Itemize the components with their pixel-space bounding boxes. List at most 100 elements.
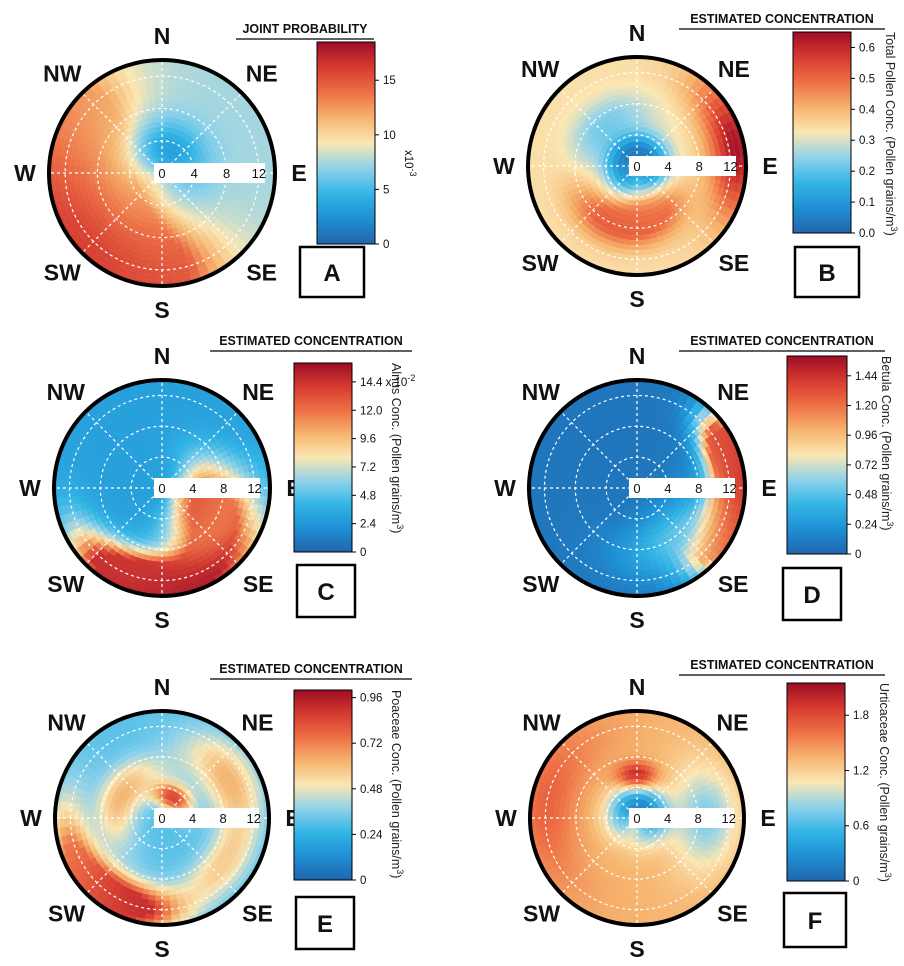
heatmap-cell bbox=[189, 247, 200, 256]
heatmap-cell bbox=[144, 456, 150, 463]
heatmap-cell bbox=[673, 188, 681, 195]
heatmap-cell bbox=[592, 255, 604, 265]
heatmap-cell bbox=[190, 199, 198, 206]
heatmap-cell bbox=[735, 156, 742, 167]
heatmap-cell bbox=[90, 172, 96, 180]
heatmap-cell bbox=[161, 249, 170, 256]
heatmap-cell bbox=[166, 424, 174, 431]
heatmap-cell bbox=[110, 168, 116, 174]
heatmap-cell bbox=[616, 195, 623, 203]
heatmap-cell bbox=[628, 121, 634, 128]
heatmap-cell bbox=[649, 212, 656, 219]
radial-tick-label: 8 bbox=[223, 166, 230, 181]
heatmap-cell bbox=[73, 546, 84, 558]
heatmap-cell bbox=[88, 474, 95, 483]
heatmap-cell bbox=[643, 147, 648, 154]
heatmap-cell bbox=[715, 187, 724, 198]
heatmap-cell bbox=[59, 180, 67, 192]
heatmap-cell bbox=[69, 471, 76, 481]
heatmap-cell bbox=[204, 74, 217, 85]
heatmap-cell bbox=[165, 526, 170, 533]
heatmap-cell bbox=[577, 165, 583, 172]
heatmap-cell bbox=[241, 517, 250, 529]
heatmap-cell bbox=[139, 459, 146, 466]
heatmap-cell bbox=[150, 470, 155, 476]
heatmap-cell bbox=[200, 568, 212, 578]
heatmap-cell bbox=[231, 184, 238, 194]
radial-tick-label: 4 bbox=[191, 166, 198, 181]
heatmap-cell bbox=[257, 180, 265, 192]
heatmap-cell bbox=[131, 250, 142, 258]
heatmap-cell bbox=[662, 125, 670, 133]
heatmap-cell bbox=[103, 492, 109, 499]
heatmap-cell bbox=[154, 90, 163, 97]
heatmap-cell bbox=[622, 86, 632, 93]
heatmap-cell bbox=[172, 497, 178, 502]
heatmap-cell bbox=[157, 219, 163, 225]
grid-spoke bbox=[161, 411, 239, 489]
heatmap-cell bbox=[176, 452, 182, 459]
heatmap-cell bbox=[60, 189, 68, 201]
heatmap-cell bbox=[163, 512, 168, 518]
heatmap-cell bbox=[84, 198, 93, 209]
heatmap-cell bbox=[615, 87, 625, 95]
heatmap-cell bbox=[117, 576, 130, 586]
heatmap-cell bbox=[184, 141, 192, 148]
heatmap-cell bbox=[557, 192, 566, 203]
heatmap-cell bbox=[167, 238, 175, 245]
heatmap-cell bbox=[179, 143, 186, 150]
heatmap-cell bbox=[85, 159, 92, 168]
heatmap-cell bbox=[708, 144, 716, 154]
heatmap-cell bbox=[148, 439, 155, 446]
heatmap-cell bbox=[63, 215, 74, 228]
heatmap-cell bbox=[186, 264, 198, 273]
heatmap-cell bbox=[649, 179, 655, 186]
heatmap-cell bbox=[226, 139, 235, 149]
heatmap-cell bbox=[665, 143, 672, 149]
compass-w: W bbox=[19, 475, 41, 501]
heatmap-cell bbox=[573, 148, 580, 157]
heatmap-cell bbox=[108, 491, 114, 498]
heatmap-cell bbox=[171, 425, 179, 432]
heatmap-cell bbox=[164, 198, 168, 204]
heatmap-cell bbox=[167, 521, 173, 527]
heatmap-cell bbox=[694, 148, 701, 157]
heatmap-cell bbox=[618, 155, 625, 160]
heatmap-cell bbox=[187, 195, 194, 203]
heatmap-cell bbox=[148, 414, 157, 421]
heatmap-cell bbox=[621, 175, 627, 181]
grid-spoke bbox=[81, 92, 163, 174]
heatmap-cell bbox=[231, 152, 238, 162]
heatmap-cell bbox=[168, 85, 178, 93]
heatmap-cell bbox=[190, 465, 197, 472]
heatmap-cell bbox=[146, 565, 156, 572]
heatmap-cell bbox=[228, 499, 235, 508]
heatmap-cell bbox=[177, 577, 189, 585]
grid-spoke bbox=[559, 165, 638, 244]
heatmap-cell bbox=[612, 159, 618, 163]
heatmap-cell bbox=[180, 411, 190, 419]
heatmap-cell bbox=[606, 180, 613, 187]
heatmap-cell bbox=[732, 138, 740, 150]
heatmap-cell bbox=[660, 70, 672, 78]
heatmap-cell bbox=[547, 157, 554, 167]
heatmap-cell bbox=[597, 171, 604, 177]
heatmap-cell bbox=[148, 555, 157, 562]
heatmap-cell bbox=[166, 545, 174, 552]
heatmap-cell bbox=[655, 146, 662, 152]
polar-outline bbox=[52, 378, 272, 598]
heatmap-cell bbox=[617, 167, 623, 170]
heatmap-cell bbox=[601, 127, 609, 135]
heatmap-cell bbox=[649, 237, 659, 245]
heatmap-cell bbox=[235, 507, 243, 518]
heatmap-cell bbox=[89, 468, 96, 477]
heatmap-cell bbox=[130, 500, 137, 506]
heatmap-cell bbox=[181, 93, 191, 101]
heatmap-cell bbox=[250, 443, 260, 456]
heatmap-cell bbox=[636, 121, 642, 127]
heatmap-cell bbox=[95, 504, 103, 512]
heatmap-cell bbox=[170, 196, 176, 203]
heatmap-cell bbox=[243, 195, 252, 206]
heatmap-cell bbox=[147, 466, 153, 472]
heatmap-cell bbox=[610, 68, 622, 76]
